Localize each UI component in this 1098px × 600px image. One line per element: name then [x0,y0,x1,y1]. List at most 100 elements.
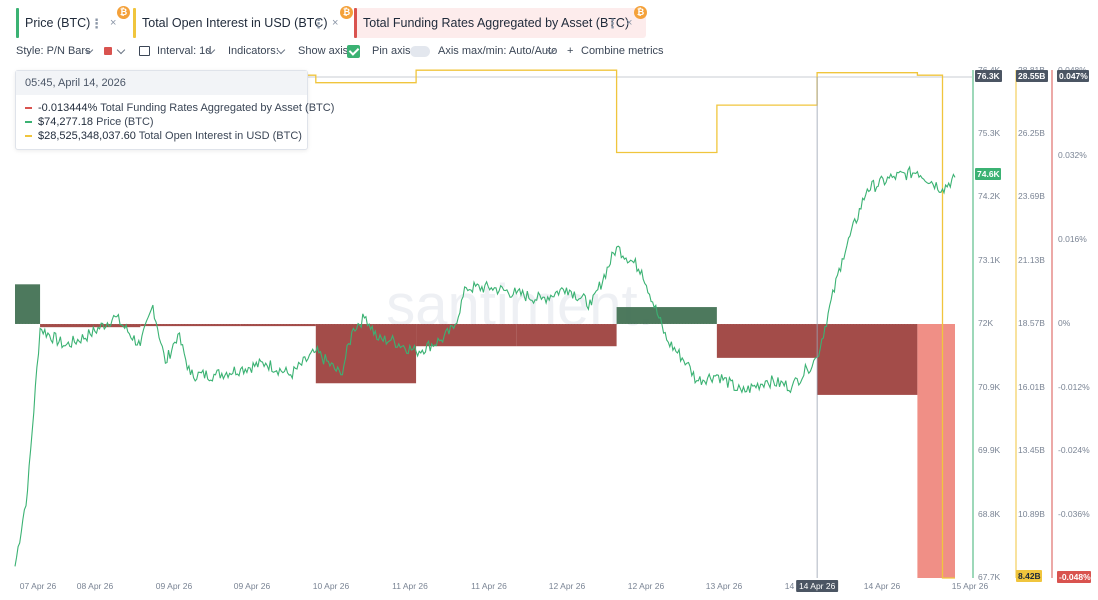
pin-axis-toggle[interactable] [410,46,430,57]
price-cursor-badge: 76.3K [977,71,1001,81]
x-tick-label: 12 Apr 26 [628,581,665,591]
funding-bar [716,324,818,358]
tooltip-funding-mark [25,107,32,110]
x-tick-label: 08 Apr 26 [77,581,114,591]
tooltip-price-mark [25,121,32,124]
x-cursor-badge-bg [796,580,839,592]
x-cursor-badge: 14 Apr 26 [799,581,836,591]
price-tick-label: 74.2K [978,191,1001,201]
price-tick-label: 67.7K [978,572,1001,582]
price-current-badge: 74.6K [977,169,1001,179]
funding-bar [416,324,517,347]
tooltip-price-label: Price (BTC) [96,116,154,128]
oi-close-icon[interactable]: × [332,17,339,29]
x-tick-label: 13 Apr 26 [706,581,743,591]
oi-cursor-badge-bg [1016,70,1048,82]
funding-bar [240,324,316,327]
x-tick-label: 11 Apr 26 [392,581,428,591]
funding-bar [817,324,918,395]
funding-low-badge-bg [1057,571,1091,583]
oi-cursor-badge: 28.55B [1018,71,1045,81]
oi-tick-label: 23.69B [1018,191,1045,201]
price-tick-label: 69.9K [978,445,1001,455]
funding-tick-label: -0.012% [1058,382,1090,392]
tooltip-oi-mark [25,135,32,138]
price-menu-icon[interactable]: ⋮ [90,16,103,31]
style-select[interactable]: Style: P/N Bars [16,45,91,57]
price-tick-label: 70.9K [978,382,1001,392]
price-tick-label: 75.3K [978,128,1001,138]
tab-open-interest[interactable]: Total Open Interest in USD (BTC) ⋮ × ₿ [133,6,353,38]
price-current-badge-bg [975,168,1001,180]
x-tick-label: 15 Apr 26 [952,581,989,591]
tab-funding-rates[interactable]: Total Funding Rates Aggregated by Asset … [354,6,647,38]
price-series [14,165,956,567]
x-tick-label: 11 Apr 26 [471,581,507,591]
show-axis-label: Show axis [298,45,349,57]
tab-funding-label: Total Funding Rates Aggregated by Asset … [363,16,630,30]
axes [816,70,1053,578]
price-cursor-badge-bg [975,70,1002,82]
funding-tick-label: 0% [1058,318,1071,328]
price-bitcoin-icon: ₿ [117,6,130,19]
funding-bar [516,324,617,347]
axis-maxmin-select[interactable]: Axis max/min: Auto/Auto [438,45,558,57]
oi-low-badge: 8.42B [1018,571,1041,581]
funding-bar [140,324,241,327]
price-line [14,165,956,567]
price-close-icon[interactable]: × [110,17,117,29]
funding-menu-icon[interactable]: ⋮ [606,16,619,31]
chart-toolbar: Style: P/N Bars Interval: 1d Indicators:… [0,42,1098,62]
show-axis-checkbox[interactable] [347,45,360,58]
tooltip-price-row: $74,277.18 Price (BTC) [25,116,154,128]
funding-bars [14,284,955,578]
oi-low-badge-bg [1016,570,1042,582]
funding-cursor-badge: 0.047% [1059,71,1088,81]
interval-select[interactable]: Interval: 1d [157,45,212,57]
tab-oi-label: Total Open Interest in USD (BTC) [142,16,328,30]
price-tick-label: 73.1K [978,255,1001,265]
funding-close-icon[interactable]: × [626,17,633,29]
oi-color-bar [133,8,136,38]
tooltip-funding-row: -0.013444% Total Funding Rates Aggregate… [25,102,334,114]
tooltip-price-value: $74,277.18 [38,116,94,128]
tab-price-label: Price (BTC) [25,16,91,30]
x-tick-label: 14 Apr 26 [864,581,901,591]
combine-metrics-button[interactable]: Combine metrics [581,45,664,57]
oi-tick-label: 13.45B [1018,445,1045,455]
price-tick-label: 72K [978,318,993,328]
tooltip-funding-value: -0.013444% [38,102,98,114]
calendar-icon [139,46,150,56]
tab-price[interactable]: Price (BTC) ⋮ × ₿ [16,6,130,38]
x-tick-label: 10 Apr 26 [313,581,350,591]
plus-icon[interactable]: + [567,45,574,57]
tick-labels: 76.4K75.3K74.2K73.1K72K70.9K69.9K68.8K67… [20,65,1091,592]
x-tick-label: 12 Apr 26 [549,581,586,591]
price-tick-label: 68.8K [978,509,1001,519]
oi-tick-label: 21.13B [1018,255,1045,265]
tooltip-oi-value: $28,525,348,037.60 [38,130,136,142]
funding-cursor-badge-bg [1057,70,1089,82]
price-color-bar [16,8,19,38]
color-swatch[interactable] [104,47,112,55]
indicators-select[interactable]: Indicators: [228,45,279,57]
funding-bar [616,307,717,324]
oi-bitcoin-icon: ₿ [340,6,353,19]
funding-tick-label: 0.016% [1058,234,1087,244]
oi-tick-label: 18.57B [1018,318,1045,328]
tooltip-oi-label: Total Open Interest in USD (BTC) [138,130,302,142]
oi-tick-label: 26.25B [1018,128,1045,138]
oi-menu-icon[interactable]: ⋮ [312,16,325,31]
oi-tick-label: 10.89B [1018,509,1045,519]
x-tick-label: 09 Apr 26 [156,581,193,591]
tooltip-oi-row: $28,525,348,037.60 Total Open Interest i… [25,130,302,142]
pin-axis-label: Pin axis [372,45,411,57]
tooltip-funding-label: Total Funding Rates Aggregated by Asset … [100,102,335,114]
funding-bitcoin-icon: ₿ [634,6,647,19]
tooltip-time: 05:45, April 14, 2026 [16,71,307,95]
metric-tabs: Price (BTC) ⋮ × ₿ Total Open Interest in… [0,0,1098,42]
funding-low-badge: -0.048% [1059,572,1091,582]
oi-tick-label: 16.01B [1018,382,1045,392]
funding-bar [15,284,41,324]
